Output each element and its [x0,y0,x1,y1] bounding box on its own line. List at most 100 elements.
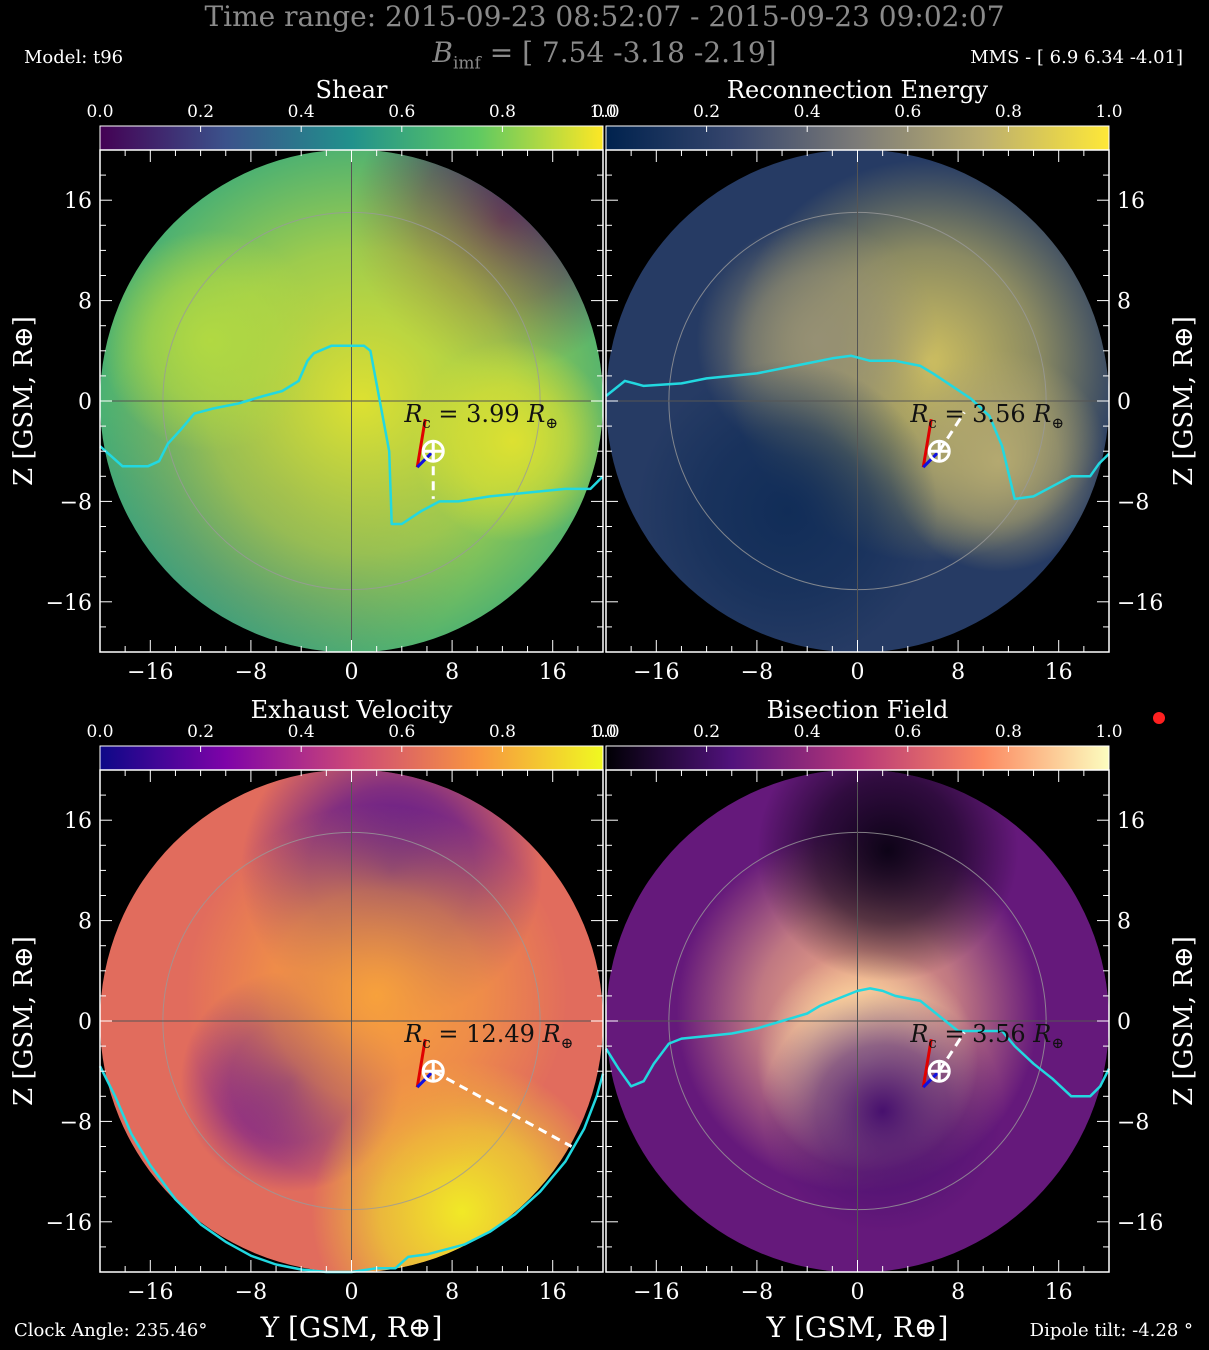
reconnection-line [99,344,604,526]
y-tick-label: 16 [64,809,92,834]
colorbar-tick-label: 0.8 [489,722,516,742]
model-label: Model: t96 [24,47,124,68]
y-tick-label: −8 [1117,490,1149,515]
y-axis-label: Z [GSM, R⊕] [1169,936,1199,1106]
x-tick-label: −16 [633,1280,679,1305]
rc-label: Rc = 12.49 R⊕ [403,1020,573,1052]
panel-2: Reconnection Energy 0.0 0.2 0.4 0.6 0.8 1.0 Rc … [592,76,1199,685]
x-axis-label: Y [GSM, R⊕] [260,1311,443,1344]
bimf-subscript: imf [452,53,481,74]
panel-4: Bisection Field 0.0 0.2 0.4 0.6 0.8 1.0 Rc = 3.… [592,696,1199,1344]
x-tick-label: 0 [851,660,865,685]
y-tick-label: −16 [46,1211,92,1236]
colorbar-tick-label: 0.6 [388,722,415,742]
panel-1: Shear 0.0 0.2 0.4 0.6 0.8 1.0 Rc = 3.99 R⊕ −16 −8… [9,76,617,685]
y-tick-label: 16 [64,189,92,214]
x-tick-label: 16 [1045,660,1073,685]
colorbar-tick-label: 0.4 [794,102,821,122]
x-tick-label: −8 [741,1280,773,1305]
x-tick-label: 0 [345,1280,359,1305]
colorbar-tick-label: 1.0 [1095,722,1122,742]
y-tick-label: −16 [1117,591,1163,616]
colorbar-tick-label: 0.2 [187,722,214,742]
panel-title: Reconnection Energy [727,76,989,104]
x-tick-label: −8 [235,1280,267,1305]
clock-angle: Clock Angle: 235.46° [14,1320,208,1341]
reconnection-line [605,354,1110,501]
colorbar-tick-label: 0.0 [592,722,619,742]
x-tick-label: −16 [127,660,173,685]
y-tick-label: 0 [1117,1010,1131,1035]
x-tick-label: 8 [445,1280,459,1305]
y-axis-label: Z [GSM, R⊕] [9,316,39,486]
colorbar-tick-label: 1.0 [589,722,616,742]
x-tick-label: −8 [741,660,773,685]
colorbar-tick-label: 1.0 [589,102,616,122]
colorbar-tick-label: 1.0 [1095,102,1122,122]
blue-vector [922,452,939,469]
colorbar-tick-label: 0.2 [693,102,720,122]
x-tick-label: 0 [851,1280,865,1305]
x-tick-label: 16 [539,1280,567,1305]
y-tick-label: −16 [1117,1211,1163,1236]
colorbar-tick-label: 0.4 [794,722,821,742]
x-tick-label: 8 [951,660,965,685]
x-tick-label: 0 [345,660,359,685]
colorbar-tick-label: 0.8 [489,102,516,122]
colorbar [605,745,1110,771]
bimf-symbol: B [432,36,453,69]
colorbar-tick-label: 0.2 [187,102,214,122]
x-tick-label: −16 [633,660,679,685]
panel-3: Exhaust Velocity 0.0 0.2 0.4 0.6 0.8 1.0 Rc = 1… [9,696,617,1344]
colorbar-tick-label: 0.4 [288,722,315,742]
rc-label: Rc = 3.56 R⊕ [909,1020,1064,1052]
distance-dashed-line [432,1069,573,1148]
colorbar-tick-label: 0.6 [894,102,921,122]
y-tick-label: 0 [78,390,92,415]
x-tick-label: 8 [445,660,459,685]
y-tick-label: −8 [60,1110,92,1135]
y-axis-label: Z [GSM, R⊕] [9,936,39,1106]
colorbar-tick-label: 0.6 [894,722,921,742]
colorbar-tick-label: 0.2 [693,722,720,742]
x-tick-label: 16 [1045,1280,1073,1305]
red-vector [921,1038,933,1088]
y-tick-label: 8 [1117,910,1131,935]
y-tick-label: −8 [60,490,92,515]
colorbar-tick-label: 0.8 [995,102,1022,122]
red-marker-dot [1153,712,1165,724]
y-tick-label: 0 [1117,390,1131,415]
y-tick-label: 8 [1117,290,1131,315]
blue-vector [922,1072,939,1089]
blue-vector [416,1072,433,1089]
red-vector [921,418,933,468]
x-tick-label: −8 [235,660,267,685]
colorbar [99,745,604,771]
red-vector [415,1038,427,1088]
bimf-value: = [ 7.54 -3.18 -2.19] [480,36,777,69]
y-tick-label: 0 [78,1010,92,1035]
x-tick-label: 8 [951,1280,965,1305]
y-tick-label: −8 [1117,1110,1149,1135]
colorbar-tick-label: 0.0 [592,102,619,122]
x-axis-label: Y [GSM, R⊕] [766,1311,949,1344]
colorbar-tick-label: 0.4 [288,102,315,122]
y-axis-label: Z [GSM, R⊕] [1169,316,1199,486]
y-tick-label: 16 [1117,809,1145,834]
rc-label: Rc = 3.56 R⊕ [909,400,1064,432]
mms-label: MMS - [ 6.9 6.34 -4.01] [970,47,1183,68]
panel-title: Shear [316,76,388,104]
dipole-tilt: Dipole tilt: -4.28 ° [1029,1320,1193,1341]
y-tick-label: −16 [46,591,92,616]
colorbar-tick-label: 0.6 [388,102,415,122]
heatmap-disc [100,149,603,653]
reconnection-line [604,987,1111,1098]
blue-vector [416,452,433,469]
y-tick-label: 8 [78,290,92,315]
colorbar [99,125,604,151]
panel-title: Exhaust Velocity [251,696,453,724]
distance-dashed-line [937,411,966,453]
colorbar [605,125,1110,151]
distance-dashed-line [937,1031,966,1073]
